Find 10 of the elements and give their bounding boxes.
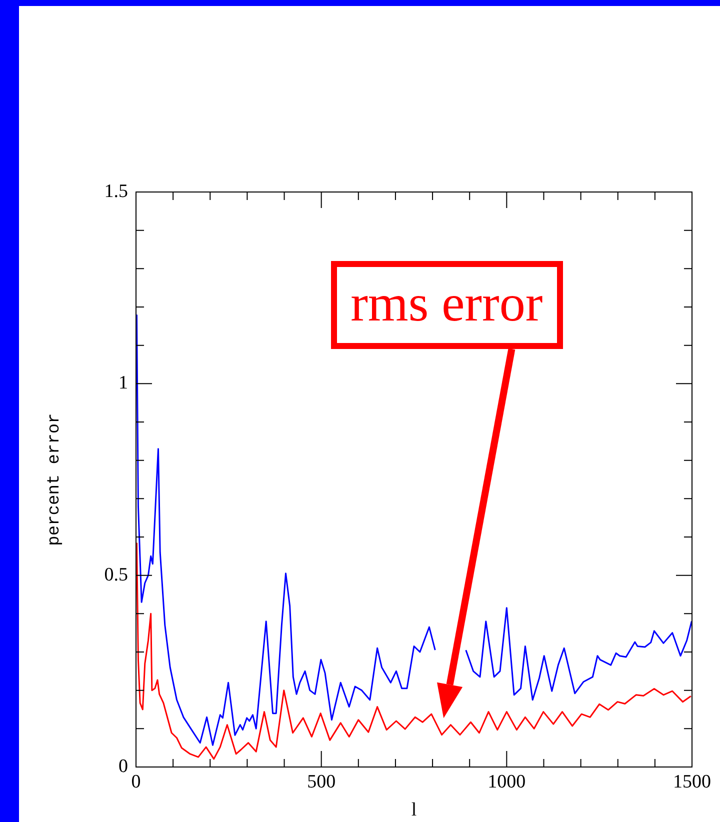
x-axis-title: l [411,800,417,821]
y-tick-label: 1.5 [104,180,128,202]
y-tick-label: 0 [118,756,128,777]
y-tick-label: 0.5 [104,564,128,586]
y-axis-title: percent error [46,413,65,546]
x-tick-label: 500 [307,771,336,792]
x-tick-label: 1000 [488,771,526,792]
annotation: rms error [350,276,543,333]
x-tick-label: 1500 [673,771,711,792]
y-tick-label: 1 [118,372,128,394]
